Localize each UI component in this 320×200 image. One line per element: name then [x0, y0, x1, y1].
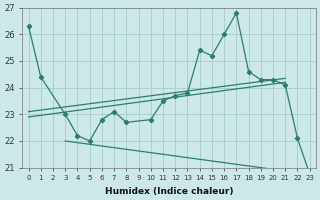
X-axis label: Humidex (Indice chaleur): Humidex (Indice chaleur) — [105, 187, 233, 196]
